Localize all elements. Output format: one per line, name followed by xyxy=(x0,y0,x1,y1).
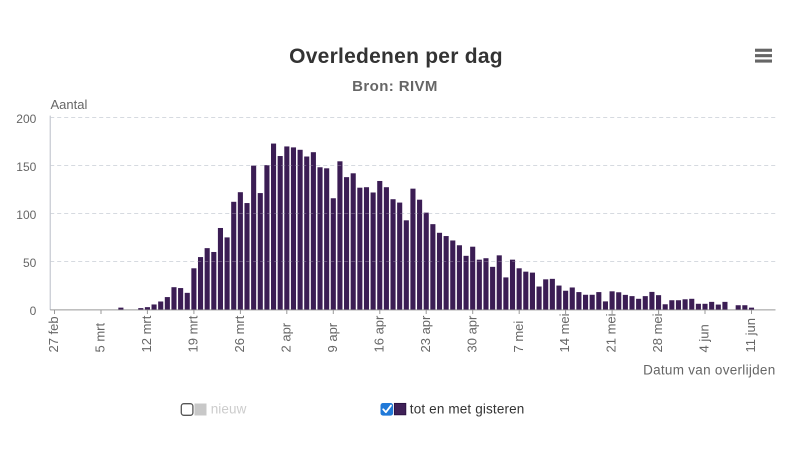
svg-text:7 mei: 7 mei xyxy=(511,321,526,353)
svg-text:11 jun: 11 jun xyxy=(743,318,758,352)
svg-text:100: 100 xyxy=(16,208,36,222)
svg-text:tot en met gisteren: tot en met gisteren xyxy=(410,402,525,417)
svg-text:26 mrt: 26 mrt xyxy=(232,315,247,352)
svg-text:23 apr: 23 apr xyxy=(418,315,433,353)
svg-text:50: 50 xyxy=(23,256,37,270)
svg-text:12 mrt: 12 mrt xyxy=(139,315,154,352)
svg-text:4 jun: 4 jun xyxy=(697,324,712,352)
svg-text:0: 0 xyxy=(30,304,37,318)
svg-text:28 mei: 28 mei xyxy=(650,313,665,352)
svg-text:Datum van overlijden: Datum van overlijden xyxy=(643,363,775,378)
svg-text:150: 150 xyxy=(16,160,36,174)
svg-text:2 apr: 2 apr xyxy=(278,322,293,352)
svg-text:Overledenen per dag: Overledenen per dag xyxy=(289,45,503,68)
svg-text:Aantal: Aantal xyxy=(51,97,88,112)
svg-text:16 apr: 16 apr xyxy=(371,315,386,353)
svg-text:9 apr: 9 apr xyxy=(325,322,340,352)
svg-text:nieuw: nieuw xyxy=(211,402,247,417)
svg-text:30 apr: 30 apr xyxy=(464,315,479,353)
svg-text:19 mrt: 19 mrt xyxy=(186,315,201,352)
svg-text:27 feb: 27 feb xyxy=(46,316,61,352)
svg-text:14 mei: 14 mei xyxy=(557,313,572,352)
svg-text:5 mrt: 5 mrt xyxy=(93,323,108,353)
svg-text:Bron: RIVM: Bron: RIVM xyxy=(352,78,438,95)
svg-text:200: 200 xyxy=(16,112,36,126)
svg-text:21 mei: 21 mei xyxy=(604,313,619,352)
